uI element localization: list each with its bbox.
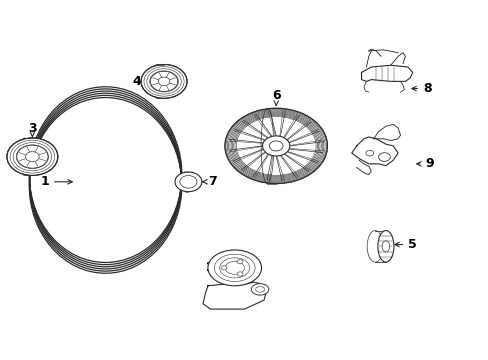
Ellipse shape xyxy=(175,172,202,192)
Ellipse shape xyxy=(377,230,393,262)
Ellipse shape xyxy=(180,176,197,188)
Circle shape xyxy=(7,138,58,175)
Ellipse shape xyxy=(251,284,268,295)
Circle shape xyxy=(221,266,226,270)
Circle shape xyxy=(17,145,48,168)
Ellipse shape xyxy=(33,94,178,266)
Circle shape xyxy=(150,71,177,91)
Text: 4: 4 xyxy=(133,75,147,88)
Circle shape xyxy=(158,77,169,86)
Ellipse shape xyxy=(207,250,261,286)
Text: 5: 5 xyxy=(394,238,416,251)
Text: 9: 9 xyxy=(416,157,433,170)
Circle shape xyxy=(269,141,283,151)
Text: 2: 2 xyxy=(205,261,230,274)
Circle shape xyxy=(25,152,39,162)
Circle shape xyxy=(237,260,243,264)
Text: 6: 6 xyxy=(271,89,280,105)
Text: 1: 1 xyxy=(40,175,72,188)
Ellipse shape xyxy=(381,241,389,252)
Circle shape xyxy=(262,136,289,156)
Text: 3: 3 xyxy=(28,122,37,137)
Circle shape xyxy=(237,272,243,276)
Circle shape xyxy=(141,64,186,98)
Text: 8: 8 xyxy=(411,82,431,95)
Text: 7: 7 xyxy=(202,175,217,188)
